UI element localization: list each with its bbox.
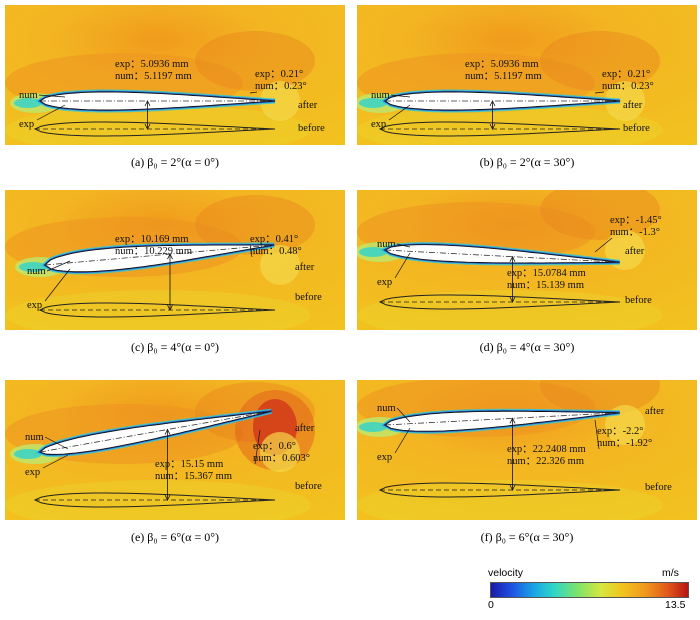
num-label: num: [377, 239, 396, 250]
exp-angle-value: exp：0.21°: [602, 69, 650, 80]
panel-e: num exp exp：15.15 mm num：15.367 mm exp：0.6° n…: [5, 380, 345, 520]
exp-angle-value: exp：0.21°: [255, 69, 303, 80]
num-label: num: [19, 90, 38, 101]
exp-thickness-value: exp：10.169 mm: [115, 234, 189, 245]
after-label: after: [295, 423, 315, 434]
exp-label: exp: [377, 277, 392, 288]
exp-thickness-value: exp：15.0784 mm: [507, 268, 586, 279]
num-label: num: [377, 403, 396, 414]
num-thickness-value: num：22.326 mm: [507, 456, 584, 467]
num-thickness-value: num：15.139 mm: [507, 280, 584, 291]
num-label: num: [371, 90, 390, 101]
exp-label: exp: [371, 119, 386, 130]
num-angle-value: num：-1.3°: [610, 227, 660, 238]
exp-label: exp: [377, 452, 392, 463]
caption-d: (d) β₀ = 4°(α = 30°): [479, 340, 575, 354]
before-shape: [33, 121, 276, 137]
before-label: before: [625, 295, 652, 306]
before-label: before: [295, 292, 322, 303]
exp-label: exp: [19, 119, 34, 130]
exp-angle-value: exp：-1.45°: [610, 215, 662, 226]
velocity-colorbar: [490, 582, 689, 598]
after-shape: [44, 244, 275, 273]
exp-label: exp: [27, 300, 42, 311]
panel-d: num exp exp：15.0784 mm num：15.139 mm exp：-1.…: [357, 190, 697, 330]
num-thickness-value: num：5.1197 mm: [115, 71, 192, 82]
exp-angle-value: exp：0.6°: [253, 441, 296, 452]
num-angle-value: num：0.603°: [253, 453, 310, 464]
before-shape: [33, 492, 276, 508]
colorbar-max: 13.5: [665, 599, 686, 611]
after-label: after: [645, 406, 665, 417]
num-label: num: [25, 432, 44, 443]
num-angle-value: num：0.23°: [255, 81, 307, 92]
caption-f: (f) β₀ = 6°(α = 30°): [480, 530, 574, 544]
caption-c: (c) β₀ = 4°(α = 0°): [130, 340, 220, 354]
num-thickness-value: num：15.367 mm: [155, 471, 232, 482]
caption-a: (a) β₀ = 2°(α = 0°): [130, 155, 220, 169]
num-angle-value: num：0.23°: [602, 81, 654, 92]
caption-b: (b) β₀ = 2°(α = 30°): [479, 155, 575, 169]
num-thickness-value: num：5.1197 mm: [465, 71, 542, 82]
num-label: num: [27, 266, 46, 277]
panel-c: num exp exp：10.169 mm num：10.229 mm exp：0.41…: [5, 190, 345, 330]
exp-angle-value: exp：0.41°: [250, 234, 298, 245]
num-angle-value: num：0.48°: [250, 246, 302, 257]
colorbar-min: 0: [488, 599, 494, 611]
exp-angle-value: exp：-2.2°: [597, 426, 643, 437]
exp-thickness-value: exp：5.0936 mm: [465, 59, 539, 70]
panel-f: num exp exp：22.2408 mm num：22.326 mm exp：-2.…: [357, 380, 697, 520]
panel-a: num exp exp：5.0936 mm num：5.1197 mm exp：0.21…: [5, 5, 345, 145]
after-label: after: [625, 246, 645, 257]
panel-b: num exp exp：5.0936 mm num：5.1197 mm exp：0.21…: [357, 5, 697, 145]
before-label: before: [298, 123, 325, 134]
before-label: before: [623, 123, 650, 134]
num-angle-value: num：-1.92°: [597, 438, 652, 449]
exp-thickness-value: exp：22.2408 mm: [507, 444, 586, 455]
before-label: before: [645, 482, 672, 493]
before-shape: [378, 294, 621, 310]
exp-thickness-value: exp：15.15 mm: [155, 459, 223, 470]
after-label: after: [298, 100, 318, 111]
exp-thickness-value: exp：5.0936 mm: [115, 59, 189, 70]
caption-e: (e) β₀ = 6°(α = 0°): [130, 530, 220, 544]
after-label: after: [623, 100, 643, 111]
colorbar-title: velocity: [488, 567, 524, 579]
after-label: after: [295, 262, 315, 273]
before-label: before: [295, 481, 322, 492]
before-shape: [378, 482, 621, 498]
colorbar-unit: m/s: [662, 567, 679, 579]
num-thickness-value: num：10.229 mm: [115, 246, 192, 257]
exp-label: exp: [25, 467, 40, 478]
before-shape: [378, 121, 621, 137]
